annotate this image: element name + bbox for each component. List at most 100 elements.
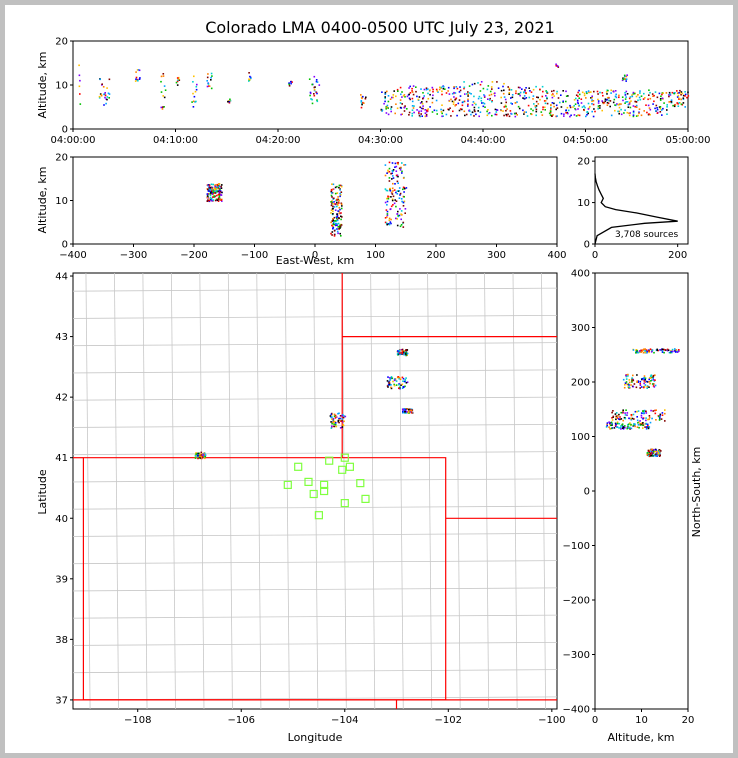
time-height-source-point	[313, 89, 316, 91]
ew-height-xtick-label: −400	[59, 250, 86, 261]
ew-height-source-point	[206, 200, 209, 202]
time-height-source-point	[587, 112, 589, 115]
ns-altitude-source-point	[643, 386, 646, 388]
time-height-source-point	[508, 115, 511, 118]
ns-altitude-xlabel: Altitude, km	[607, 731, 674, 744]
ew-height-source-point	[215, 194, 218, 197]
ew-height-source-point	[339, 227, 341, 229]
time-height-source-point	[310, 98, 312, 100]
ew-height-source-point	[391, 187, 394, 190]
time-height-source-point	[469, 110, 471, 113]
ns-altitude-source-point	[650, 452, 653, 454]
ns-altitude-source-point	[664, 409, 666, 411]
plan-view-source-point	[402, 380, 404, 382]
latitude-tick-label: 38	[55, 635, 68, 646]
time-height-source-point	[481, 102, 483, 104]
ns-altitude-source-point	[646, 387, 648, 389]
time-height-source-point	[610, 89, 612, 92]
time-height-source-point	[436, 90, 439, 92]
ew-height-source-point	[335, 220, 338, 222]
time-height-source-point	[419, 115, 421, 118]
time-height-source-point	[475, 103, 477, 106]
time-height-source-point	[506, 108, 508, 110]
ns-altitude-source-point	[650, 377, 652, 379]
plan-view-source-point	[332, 418, 335, 420]
ns-altitude-source-point	[615, 423, 617, 425]
ew-height-source-point	[209, 198, 211, 200]
ew-height-source-point	[330, 194, 333, 197]
time-height-xtick-label: 04:20:00	[256, 135, 301, 146]
time-height-source-point	[532, 98, 534, 100]
time-height-source-point	[578, 104, 580, 107]
plan-view-source-point	[407, 411, 410, 413]
ew-height-source-point	[393, 202, 396, 205]
ns-altitude-source-point	[657, 450, 660, 452]
ns-altitude-ytick-label: 400	[571, 269, 590, 280]
plan-view-source-point	[397, 376, 399, 378]
time-height-source-point	[606, 96, 609, 99]
ns-altitude-source-point	[624, 384, 626, 386]
ew-height-source-point	[340, 215, 342, 218]
ns-altitude-source-point	[644, 348, 646, 350]
time-height-source-point	[537, 96, 539, 99]
plan-view-source-point	[393, 383, 395, 386]
plan-view-source-point	[386, 380, 389, 382]
ns-altitude-source-point	[643, 348, 645, 351]
plan-view-source-point	[333, 415, 336, 417]
ns-altitude-source-point	[651, 454, 654, 457]
ns-altitude-source-point	[646, 423, 649, 426]
ew-height-source-point	[331, 220, 334, 222]
time-height-source-point	[540, 111, 543, 113]
ns-altitude-source-point	[623, 386, 626, 389]
ew-height-source-point	[386, 204, 388, 206]
ns-altitude-source-point	[646, 427, 648, 429]
time-height-source-point	[549, 111, 552, 114]
ew-height-ytick-label: 0	[62, 240, 68, 251]
time-height-source-point	[79, 93, 81, 95]
time-height-source-point	[360, 96, 363, 99]
ew-height-source-point	[336, 216, 338, 219]
ns-altitude-source-point	[640, 351, 642, 353]
ns-altitude-source-point	[654, 412, 657, 415]
time-height-source-point	[625, 101, 627, 103]
ns-altitude-source-point	[656, 348, 658, 351]
plan-view-source-point	[406, 352, 409, 355]
time-height-source-point	[522, 109, 524, 112]
ew-height-source-point	[219, 198, 221, 200]
time-height-source-point	[491, 88, 493, 90]
time-height-source-point	[385, 112, 388, 114]
ns-altitude-source-point	[621, 424, 623, 427]
time-height-source-point	[529, 90, 531, 92]
time-height-source-point	[624, 92, 626, 94]
plan-view-source-point	[403, 386, 405, 388]
ew-height-source-point	[339, 232, 341, 235]
ns-altitude-source-point	[620, 418, 623, 420]
time-height-source-point	[483, 95, 486, 97]
ns-altitude-source-point	[669, 351, 672, 354]
ns-altitude-source-point	[636, 416, 638, 418]
time-height-source-point	[682, 102, 685, 104]
time-height-source-point	[544, 106, 546, 109]
ns-altitude-source-point	[632, 424, 635, 427]
time-height-source-point	[495, 113, 498, 116]
ew-height-source-point	[339, 208, 341, 211]
ns-altitude-source-point	[637, 422, 639, 424]
time-height-source-point	[431, 101, 434, 104]
time-height-source-point	[411, 91, 414, 93]
time-height-source-point	[474, 110, 476, 113]
time-height-source-point	[360, 101, 363, 103]
ew-height-source-point	[218, 195, 221, 197]
time-height-source-point	[399, 102, 402, 104]
ns-altitude-source-point	[642, 427, 644, 429]
time-height-source-point	[509, 110, 512, 112]
ew-height-source-point	[390, 218, 392, 221]
ew-height-source-point	[395, 191, 397, 194]
time-height-source-point	[316, 100, 319, 103]
time-height-source-point	[542, 90, 544, 93]
ns-altitude-source-point	[644, 384, 647, 386]
time-height-source-point	[365, 96, 367, 99]
ew-height-source-point	[217, 200, 220, 202]
time-height-source-point	[441, 90, 443, 93]
ew-height-source-point	[393, 189, 396, 191]
time-height-source-point	[79, 103, 82, 105]
